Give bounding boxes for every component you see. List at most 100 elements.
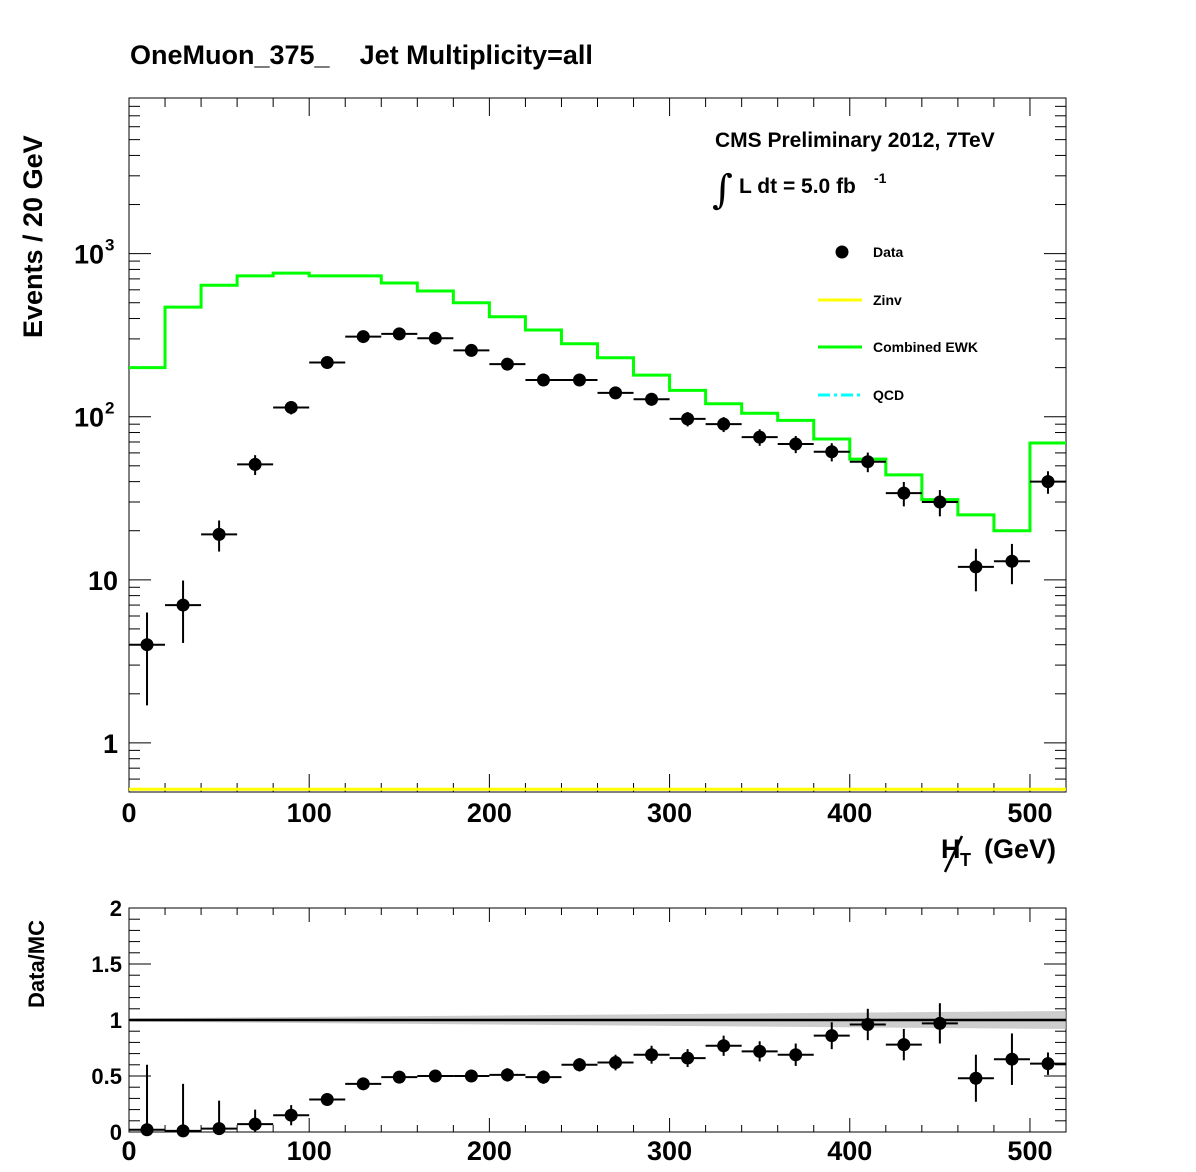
ratio-y-tick-label: 2: [110, 896, 122, 921]
ratio-point: [861, 1017, 875, 1031]
y-axis-label: Events / 20 GeV: [18, 135, 48, 338]
ratio-x-tick-label: 200: [467, 1136, 512, 1166]
data-point: [392, 327, 406, 341]
data-point: [825, 445, 839, 459]
ratio-x-tick-label: 400: [827, 1136, 872, 1166]
ratio-point: [789, 1048, 803, 1062]
data-point: [140, 638, 154, 652]
ratio-point: [500, 1068, 514, 1082]
ratio-point: [536, 1070, 550, 1084]
main-x-tick-labels: 0 100 200 300 400 500: [121, 798, 1052, 828]
ratio-point: [428, 1069, 442, 1083]
data-point: [428, 331, 442, 345]
y-tick-label-exponent: 2: [105, 399, 114, 418]
ratio-y-tick-label: 0.5: [91, 1064, 122, 1089]
x-axis-label-unit: (GeV): [984, 834, 1056, 864]
data-point: [861, 455, 875, 469]
x-tick-label: 200: [467, 798, 512, 828]
ratio-point: [825, 1029, 839, 1043]
ratio-point: [176, 1124, 190, 1138]
ratio-plot-panel: 0 100 200 300 400 500 0 0.5 1 1.5 2 Data/MC: [24, 896, 1067, 1166]
x-axis-label-subscript: T: [960, 850, 971, 870]
integral-symbol: ∫: [712, 167, 733, 213]
ratio-y-tick-label: 1.5: [91, 952, 122, 977]
x-tick-label: 100: [287, 798, 332, 828]
ratio-point: [609, 1056, 623, 1070]
legend: Data Zinv Combined EWK QCD: [818, 244, 978, 403]
data-point: [536, 373, 550, 387]
data-point: [320, 356, 334, 370]
data-point: [717, 417, 731, 431]
x-tick-label: 300: [647, 798, 692, 828]
main-axis-ticks: [128, 97, 1067, 793]
x-axis-label-main: H: [941, 834, 961, 864]
ratio-point: [140, 1123, 154, 1137]
x-axis-label: H T (GeV): [941, 834, 1056, 873]
data-point: [1041, 475, 1055, 489]
ratio-point: [1041, 1057, 1055, 1071]
legend-label: Data: [873, 244, 904, 260]
ratio-point: [1005, 1052, 1019, 1066]
data-point: [1005, 554, 1019, 568]
legend-label: Zinv: [873, 292, 902, 308]
x-axis-label-slash: [943, 835, 964, 873]
ratio-x-tick-label: 500: [1007, 1136, 1052, 1166]
ratio-point: [356, 1077, 370, 1091]
x-tick-label: 400: [827, 798, 872, 828]
ratio-x-tick-label: 100: [287, 1136, 332, 1166]
luminosity-label: L dt = 5.0 fb: [739, 175, 856, 198]
data-point: [645, 392, 659, 406]
data-point: [681, 412, 695, 426]
legend-marker-data: [835, 245, 849, 259]
ratio-y-tick-labels: 0 0.5 1 1.5 2: [91, 896, 122, 1145]
ratio-axis-ticks: [128, 907, 1067, 1133]
y-tick-label-exponent: 3: [105, 236, 114, 255]
data-point: [176, 598, 190, 612]
x-tick-label: 500: [1007, 798, 1052, 828]
y-tick-label: 10: [74, 403, 104, 433]
ratio-point: [645, 1048, 659, 1062]
data-point: [248, 457, 262, 471]
ratio-y-axis-label: Data/MC: [24, 920, 49, 1008]
ratio-point: [572, 1058, 586, 1072]
ratio-y-tick-label: 1: [110, 1008, 122, 1033]
ratio-x-tick-label: 300: [647, 1136, 692, 1166]
data-point: [753, 430, 767, 444]
data-point: [609, 386, 623, 400]
ratio-x-tick-labels: 0 100 200 300 400 500: [121, 1136, 1052, 1166]
series-combined-ewk-line: [129, 271, 1066, 533]
ratio-point: [284, 1108, 298, 1122]
data-point: [356, 330, 370, 344]
data-point: [500, 357, 514, 371]
ratio-x-tick-label: 0: [121, 1136, 136, 1166]
data-point: [933, 495, 947, 509]
ratio-point: [248, 1117, 262, 1131]
ratio-point: [897, 1038, 911, 1052]
ratio-point: [717, 1039, 731, 1053]
ratio-point: [681, 1051, 695, 1065]
data-point: [789, 437, 803, 451]
x-tick-label: 0: [121, 798, 136, 828]
legend-label: Combined EWK: [873, 339, 978, 355]
data-point: [212, 527, 226, 541]
data-point: [464, 343, 478, 357]
chart-title: OneMuon_375_ Jet Multiplicity=all: [130, 40, 593, 70]
y-tick-label: 10: [74, 240, 104, 270]
ratio-point: [392, 1070, 406, 1084]
ratio-y-tick-label: 0: [110, 1120, 122, 1145]
y-tick-label: 10: [88, 566, 118, 596]
luminosity-exponent: -1: [874, 170, 887, 186]
cms-annotation: CMS Preliminary 2012, 7TeV: [715, 129, 995, 152]
ratio-point: [212, 1122, 226, 1136]
ratio-point: [320, 1093, 334, 1107]
ratio-point: [933, 1016, 947, 1030]
data-point: [969, 560, 983, 574]
ratio-series-layer: [129, 1003, 1066, 1138]
data-point: [284, 400, 298, 414]
data-point: [572, 373, 586, 387]
